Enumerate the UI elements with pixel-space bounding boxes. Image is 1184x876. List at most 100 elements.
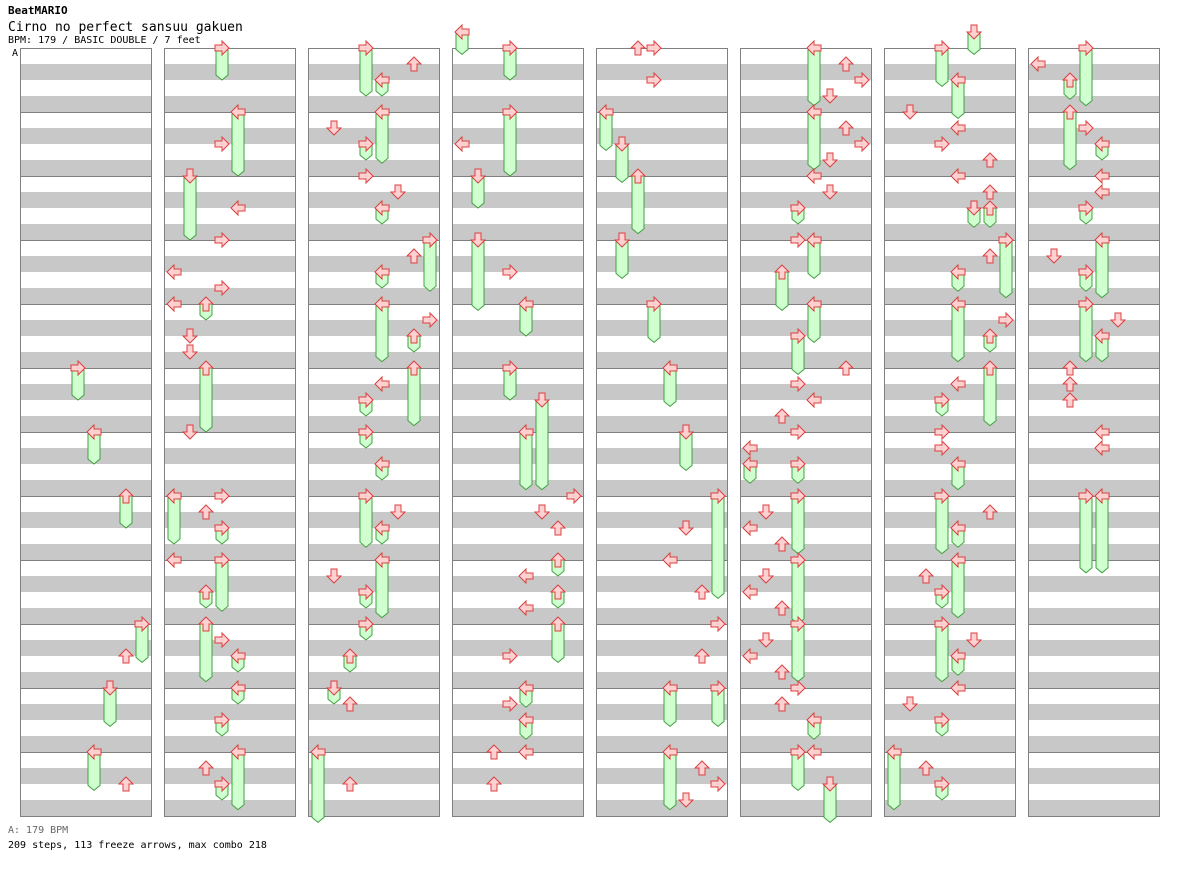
step-arrow-right — [1078, 487, 1094, 505]
step-note — [518, 567, 534, 585]
step-note — [662, 743, 678, 811]
beat-stripe — [596, 96, 728, 112]
step-arrow-down — [325, 568, 343, 584]
step-arrow-right — [790, 743, 806, 761]
step-arrow-left — [598, 103, 614, 121]
beat-stripe — [164, 448, 296, 464]
step-note — [742, 455, 758, 484]
beat-stripe — [740, 384, 872, 400]
beat-stripe — [740, 640, 872, 656]
beat-stripe — [884, 576, 1016, 592]
beat-stripe — [164, 352, 296, 368]
chart-column — [596, 48, 728, 817]
beat-stripe — [20, 544, 152, 560]
chart-column — [1028, 48, 1160, 817]
step-arrow-up — [773, 536, 791, 552]
beat-stripe — [1028, 128, 1160, 144]
beat-stripe — [1028, 480, 1160, 496]
step-arrow-right — [790, 375, 806, 393]
chart-column — [884, 48, 1016, 817]
beat-stripe — [1028, 416, 1160, 432]
step-arrow-up — [549, 584, 567, 600]
beat-stripe — [20, 288, 152, 304]
beat-stripe — [164, 288, 296, 304]
step-arrow-left — [1094, 487, 1110, 505]
step-arrow-left — [454, 23, 470, 41]
step-arrow-down — [821, 184, 839, 200]
step-arrow-down — [677, 424, 695, 440]
step-arrow-right — [646, 295, 662, 313]
step-arrow-down — [757, 504, 775, 520]
step-note — [405, 360, 423, 427]
step-arrow-left — [950, 71, 966, 89]
step-note — [806, 167, 822, 185]
step-note — [677, 520, 695, 536]
step-arrow-right — [934, 391, 950, 409]
beat-stripe — [596, 480, 728, 496]
step-arrow-right — [214, 279, 230, 297]
step-note — [454, 23, 470, 56]
beat-stripe — [596, 640, 728, 656]
step-note — [662, 359, 678, 408]
step-arrow-up — [405, 56, 423, 72]
beat-stripe — [164, 128, 296, 144]
step-note — [1078, 199, 1094, 225]
beat-stripe — [164, 224, 296, 240]
freeze-arrow-body — [1095, 495, 1109, 574]
step-note — [566, 487, 582, 505]
step-note — [854, 135, 870, 153]
beat-stripe — [452, 352, 584, 368]
step-note — [757, 504, 775, 520]
step-arrow-left — [230, 647, 246, 665]
step-note — [422, 311, 438, 329]
step-arrow-left — [742, 519, 758, 537]
step-note — [950, 647, 966, 676]
step-arrow-right — [1078, 119, 1094, 137]
step-note — [469, 232, 487, 312]
step-arrow-left — [166, 263, 182, 281]
step-arrow-left — [166, 551, 182, 569]
beat-stripe — [164, 608, 296, 624]
step-note — [214, 135, 230, 153]
step-note — [1094, 135, 1110, 161]
beat-stripe — [596, 512, 728, 528]
song-title: Cirno no perfect sansuu gakuen — [8, 20, 243, 35]
beat-stripe — [20, 128, 152, 144]
step-note — [934, 775, 950, 801]
step-arrow-up — [693, 760, 711, 776]
beat-stripe — [1028, 736, 1160, 752]
step-arrow-left — [742, 455, 758, 473]
step-arrow-right — [502, 359, 518, 377]
beat-stripe — [1028, 320, 1160, 336]
beat-stripe — [740, 480, 872, 496]
beat-stripe — [164, 320, 296, 336]
step-arrow-right — [214, 775, 230, 793]
freeze-arrow-body — [503, 111, 517, 177]
step-note — [934, 711, 950, 737]
step-note — [950, 679, 966, 697]
step-note — [1078, 119, 1094, 137]
step-arrow-down — [677, 792, 695, 808]
step-arrow-up — [1061, 392, 1079, 408]
step-note — [790, 199, 806, 225]
step-note — [1109, 312, 1127, 328]
beat-stripe — [452, 640, 584, 656]
beat-stripe — [164, 672, 296, 688]
measure-box — [452, 752, 584, 817]
step-arrow-up — [693, 584, 711, 600]
beat-stripe — [452, 384, 584, 400]
step-arrow-down — [325, 680, 343, 696]
beat-stripe — [1028, 448, 1160, 464]
beat-stripe — [164, 192, 296, 208]
step-arrow-left — [806, 231, 822, 249]
step-arrow-left — [1094, 183, 1110, 201]
step-note — [693, 648, 711, 664]
beat-stripe — [1028, 640, 1160, 656]
freeze-arrow-body — [999, 239, 1013, 299]
step-note — [790, 743, 806, 792]
beat-stripe — [164, 160, 296, 176]
step-arrow-down — [469, 168, 487, 184]
step-note — [837, 56, 855, 72]
beat-stripe — [596, 288, 728, 304]
step-note — [950, 71, 966, 120]
